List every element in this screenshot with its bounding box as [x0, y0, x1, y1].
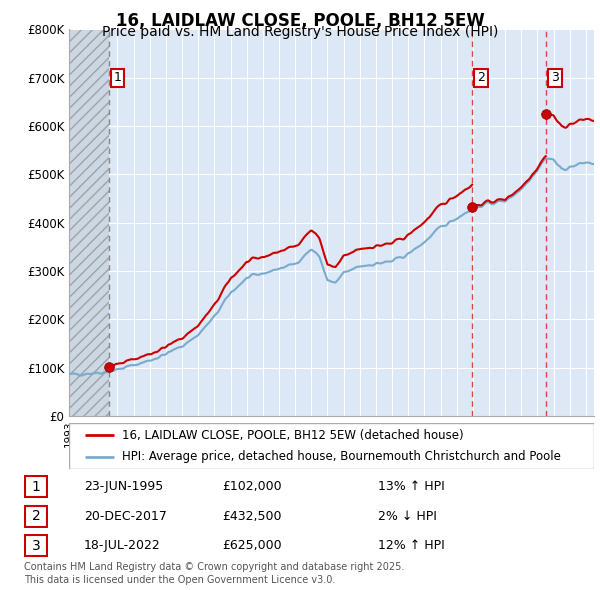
Text: 13% ↑ HPI: 13% ↑ HPI [378, 480, 445, 493]
Text: 3: 3 [551, 71, 559, 84]
Text: 12% ↑ HPI: 12% ↑ HPI [378, 539, 445, 552]
Text: HPI: Average price, detached house, Bournemouth Christchurch and Poole: HPI: Average price, detached house, Bour… [121, 450, 560, 463]
Text: £625,000: £625,000 [222, 539, 282, 552]
Text: 20-DEC-2017: 20-DEC-2017 [84, 510, 167, 523]
Text: Contains HM Land Registry data © Crown copyright and database right 2025.
This d: Contains HM Land Registry data © Crown c… [24, 562, 404, 585]
Text: 2% ↓ HPI: 2% ↓ HPI [378, 510, 437, 523]
Text: 2: 2 [477, 71, 485, 84]
Text: 16, LAIDLAW CLOSE, POOLE, BH12 5EW (detached house): 16, LAIDLAW CLOSE, POOLE, BH12 5EW (deta… [121, 429, 463, 442]
Text: Price paid vs. HM Land Registry's House Price Index (HPI): Price paid vs. HM Land Registry's House … [102, 25, 498, 39]
Text: 1: 1 [32, 480, 40, 494]
Text: £102,000: £102,000 [222, 480, 282, 493]
Text: 1: 1 [114, 71, 122, 84]
Text: 23-JUN-1995: 23-JUN-1995 [84, 480, 163, 493]
Text: 2: 2 [32, 509, 40, 523]
Text: 18-JUL-2022: 18-JUL-2022 [84, 539, 161, 552]
Text: 16, LAIDLAW CLOSE, POOLE, BH12 5EW: 16, LAIDLAW CLOSE, POOLE, BH12 5EW [116, 12, 484, 30]
Text: £432,500: £432,500 [222, 510, 282, 523]
Text: 3: 3 [32, 539, 40, 553]
Bar [69, 30, 109, 416]
